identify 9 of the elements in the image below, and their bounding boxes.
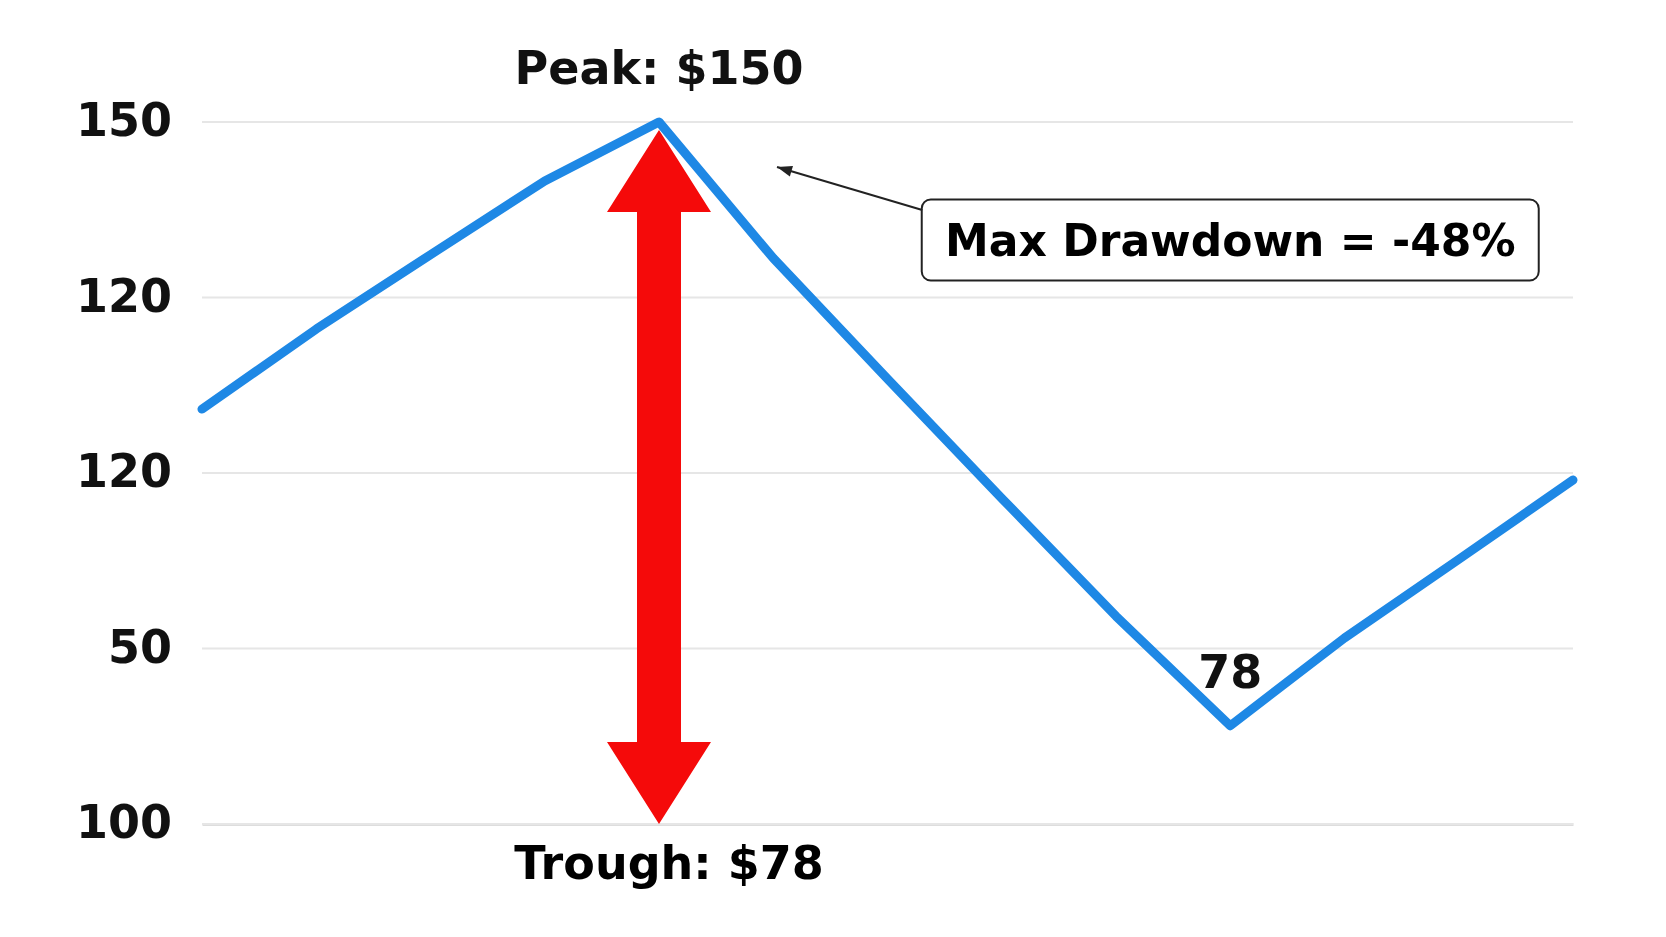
text: 50 bbox=[107, 619, 172, 674]
text: Trough: $78 bbox=[514, 836, 824, 890]
annotation: Max Drawdown = -48% bbox=[920, 198, 1540, 282]
annotation: 78 bbox=[1198, 644, 1263, 699]
text: 120 bbox=[75, 268, 172, 323]
text: 150 bbox=[75, 93, 172, 147]
text: 120 bbox=[75, 444, 172, 498]
text: Peak: $150 bbox=[514, 41, 804, 95]
text: 100 bbox=[75, 795, 172, 849]
